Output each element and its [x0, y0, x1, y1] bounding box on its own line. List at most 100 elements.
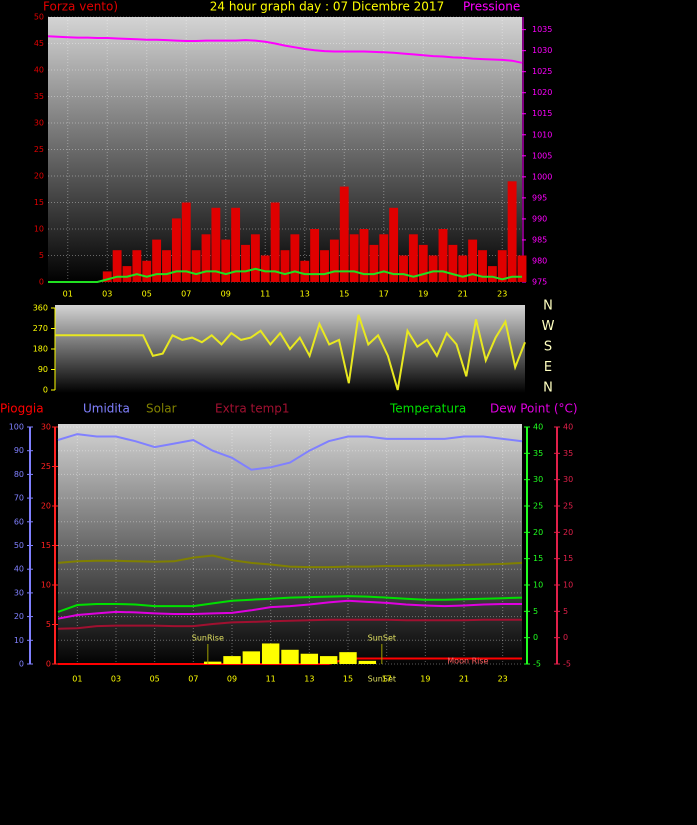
bar: [112, 250, 122, 282]
y-tick-label: 25: [563, 502, 573, 511]
x-tick-label: 01: [63, 290, 73, 299]
y2-tick-label: 980: [532, 256, 547, 265]
legend-label: Extra temp1: [215, 402, 290, 416]
y-tick-label: -5: [533, 660, 541, 669]
y-tick-label: 40: [14, 565, 24, 574]
y-tick-label: 0: [19, 660, 24, 669]
y-tick-label: 35: [34, 92, 44, 101]
y-tick-label: 35: [533, 449, 543, 458]
bar: [201, 234, 211, 282]
bar: [142, 260, 152, 282]
x-tick-label: 21: [458, 290, 468, 299]
bar: [242, 651, 261, 664]
bar: [487, 266, 497, 282]
legend-label: Umidita: [83, 402, 130, 416]
y-tick-label: 25: [34, 145, 44, 154]
legend-label: Dew Point (°C): [490, 402, 578, 416]
y-tick-label: 25: [41, 462, 51, 471]
bar: [260, 255, 270, 282]
y-tick-label: 0: [39, 278, 44, 287]
y-tick-label: 15: [41, 541, 51, 550]
y-tick-label: 90: [38, 365, 48, 374]
x-tick-label: 13: [304, 675, 314, 684]
x-tick-label: 13: [300, 290, 310, 299]
y-tick-label: 5: [46, 620, 51, 629]
bar: [358, 660, 377, 664]
bar: [399, 255, 408, 282]
x-tick-label: 09: [221, 290, 231, 299]
bar: [191, 250, 201, 282]
y-tick-label: 5: [39, 251, 44, 260]
y2-tick-label: 1015: [532, 109, 552, 118]
x-tick-label: 19: [420, 675, 430, 684]
y-tick-label: 30: [563, 475, 573, 484]
bar: [231, 207, 241, 282]
y-tick-label: 0: [563, 633, 568, 642]
annotation: Moon Rise: [447, 657, 488, 666]
y2-axis-label: Pressione: [463, 0, 520, 14]
x-tick-label: 23: [498, 675, 508, 684]
x-tick-label: 05: [142, 290, 152, 299]
y-tick-label: 90: [14, 446, 24, 455]
y-tick-label: 30: [41, 423, 51, 432]
legend-label: Temperatura: [389, 402, 466, 416]
x-tick-label: 01: [72, 675, 82, 684]
series-line: [57, 599, 522, 620]
y-tick-label: 45: [34, 39, 44, 48]
y2-tick-label: 1025: [532, 67, 552, 76]
x-tick-label: 17: [382, 675, 392, 684]
bar: [379, 234, 389, 282]
y-tick-label: 5: [533, 607, 538, 616]
bar: [369, 244, 379, 282]
y-tick-label: 20: [14, 612, 24, 621]
bar: [162, 250, 171, 282]
bar: [448, 244, 458, 282]
bar: [458, 255, 468, 282]
y-tick-label: -5: [563, 660, 571, 669]
y-tick-label: 15: [563, 554, 573, 563]
bar: [468, 239, 478, 282]
bar: [497, 250, 507, 282]
y2-tick-label: 990: [532, 214, 547, 223]
y-tick-label: 80: [14, 470, 24, 479]
y2-tick-label: 1035: [532, 25, 552, 34]
y-tick-label: 20: [563, 528, 573, 537]
x-tick-label: 07: [188, 675, 198, 684]
y2-tick-label: 1005: [532, 151, 552, 160]
bar: [221, 239, 231, 282]
bar: [290, 234, 300, 282]
x-tick-label: 19: [418, 290, 428, 299]
y-axis-label: Forza vento): [43, 0, 118, 14]
bar: [300, 653, 319, 664]
y-tick-label: 60: [14, 517, 24, 526]
x-tick-label: 03: [111, 675, 121, 684]
y-tick-label: 360: [33, 304, 48, 313]
series-line: [57, 554, 523, 569]
y-tick-label: 30: [14, 588, 24, 597]
y-tick-label: 50: [34, 13, 44, 22]
bar: [132, 250, 142, 282]
y2-tick-label: 995: [532, 193, 547, 202]
y-tick-label: 20: [34, 172, 44, 181]
bar: [339, 186, 349, 282]
y-tick-label: 0: [46, 660, 51, 669]
legend-label: Pioggia: [0, 402, 44, 416]
series-line: [57, 595, 523, 613]
x-tick-label: 05: [150, 675, 160, 684]
bar: [300, 260, 310, 282]
bar: [171, 218, 181, 282]
y-tick-label: 10: [563, 581, 573, 590]
y-tick-label: 5: [563, 607, 568, 616]
y-tick-label: 15: [34, 198, 44, 207]
bar: [408, 234, 418, 282]
y-tick-label: 270: [33, 324, 48, 333]
compass-label: N: [543, 381, 553, 396]
compass-label: E: [544, 360, 552, 375]
annotation: SunSet: [368, 675, 396, 684]
x-tick-label: 03: [102, 290, 112, 299]
series-line: [57, 433, 523, 471]
x-tick-label: 21: [459, 675, 469, 684]
y-tick-label: 40: [563, 423, 573, 432]
